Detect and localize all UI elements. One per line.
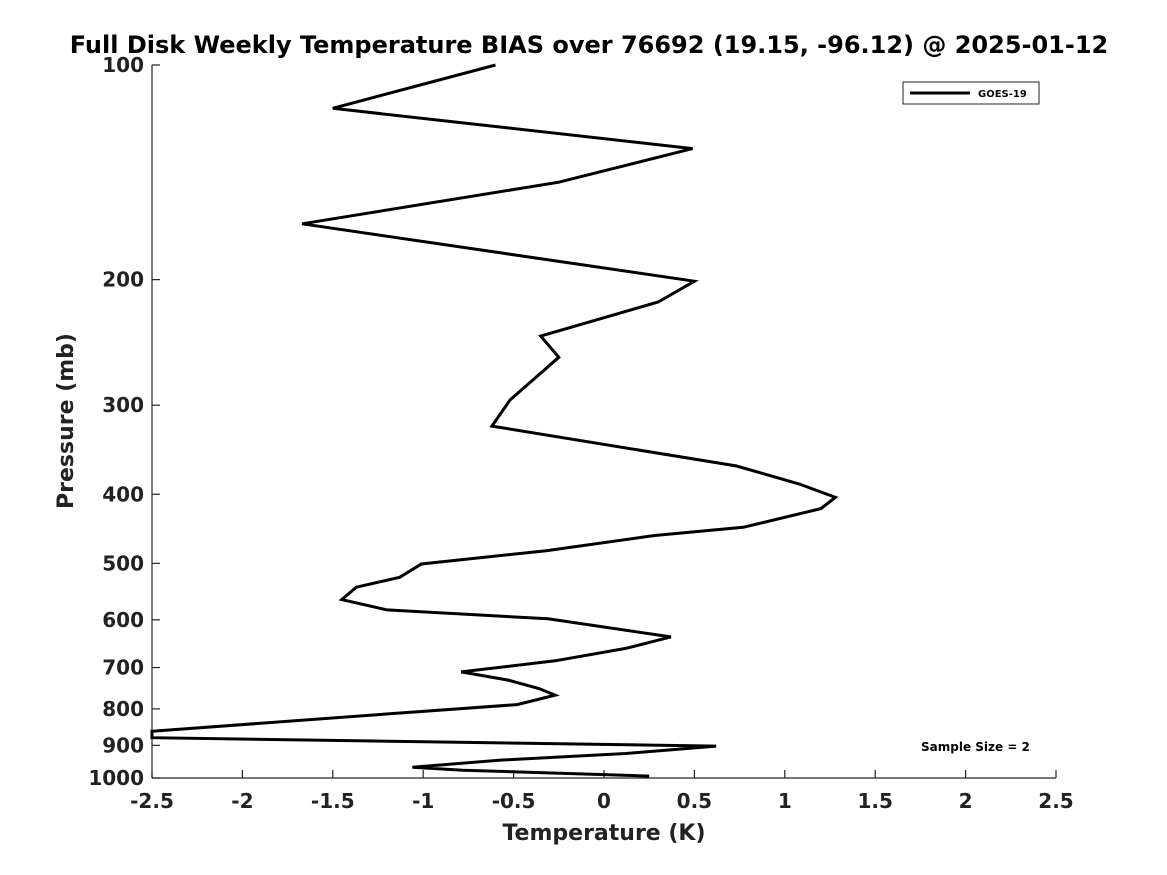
x-tick-group: -2.5 -2 -1.5 -1 -0.5 0 0.5 1 1.5 2 2.5: [130, 770, 1074, 813]
legend-label-goes-19: GOES-19: [978, 89, 1027, 100]
x-tick-label: 2.5: [1038, 789, 1073, 813]
x-tick-label: 0.5: [677, 789, 712, 813]
x-tick-label: 2: [959, 789, 973, 813]
y-axis-label: Pressure (mb): [54, 333, 79, 509]
x-axis-label: Temperature (K): [502, 821, 705, 846]
x-tick-label: -0.5: [492, 789, 536, 813]
y-tick-group: 100 200 300 400 500 600 700 800 900 1000: [88, 53, 160, 790]
y-tick-label: 700: [102, 656, 144, 680]
y-tick-label: 900: [102, 733, 144, 757]
y-tick-label: 1000: [88, 766, 144, 790]
x-tick-label: 0: [597, 789, 611, 813]
y-tick-label: 400: [102, 482, 144, 506]
y-tick-label: 100: [102, 53, 144, 77]
y-tick-label: 200: [102, 268, 144, 292]
series-line-goes-19: [150, 63, 839, 778]
x-tick-label: -2.5: [130, 789, 174, 813]
y-tick-label: 300: [102, 393, 144, 417]
y-tick-label: 600: [102, 608, 144, 632]
legend: GOES-19: [902, 81, 1040, 105]
x-tick-label: -2: [231, 789, 253, 813]
y-tick-label: 800: [102, 697, 144, 721]
y-tick-label: 500: [102, 551, 144, 575]
x-tick-label: -1: [412, 789, 434, 813]
legend-box: [902, 81, 1040, 105]
chart-title: Full Disk Weekly Temperature BIAS over 7…: [70, 31, 1109, 59]
x-tick-label: -1.5: [311, 789, 355, 813]
sample-size-annotation: Sample Size = 2: [921, 740, 1030, 754]
x-tick-label: 1: [778, 789, 792, 813]
x-tick-label: 1.5: [857, 789, 892, 813]
